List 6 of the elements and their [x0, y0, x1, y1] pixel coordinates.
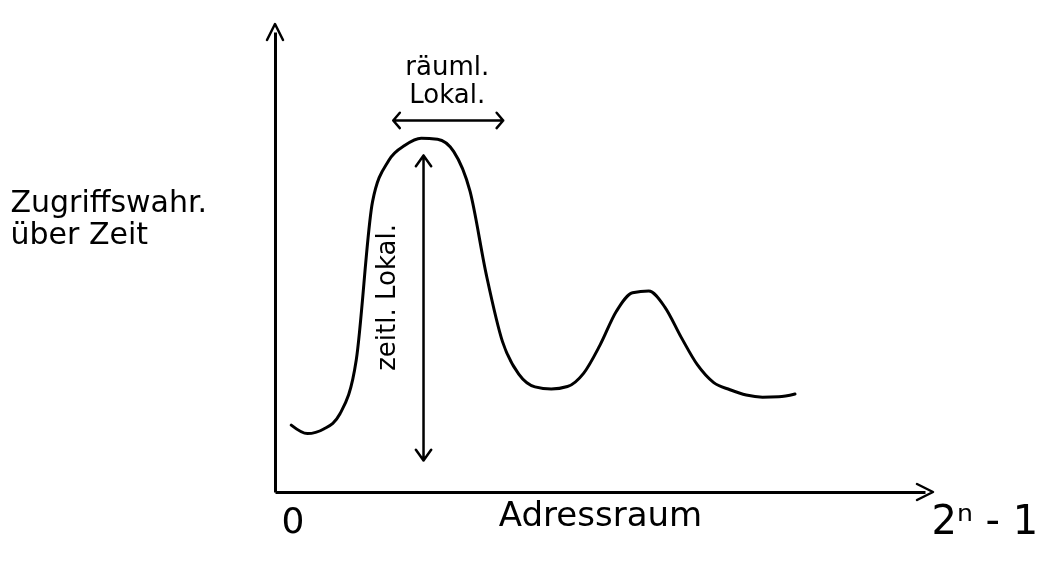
text: 2ⁿ - 1	[931, 497, 1039, 544]
text: 0	[281, 500, 305, 542]
text: räuml. Lokal.	[405, 51, 490, 110]
annotation: zeitl. Lokal.	[371, 223, 402, 371]
x-axis-title: Adressraum	[498, 493, 703, 534]
y-axis-title: Zugriffswahr. über Zeit	[10, 183, 208, 251]
